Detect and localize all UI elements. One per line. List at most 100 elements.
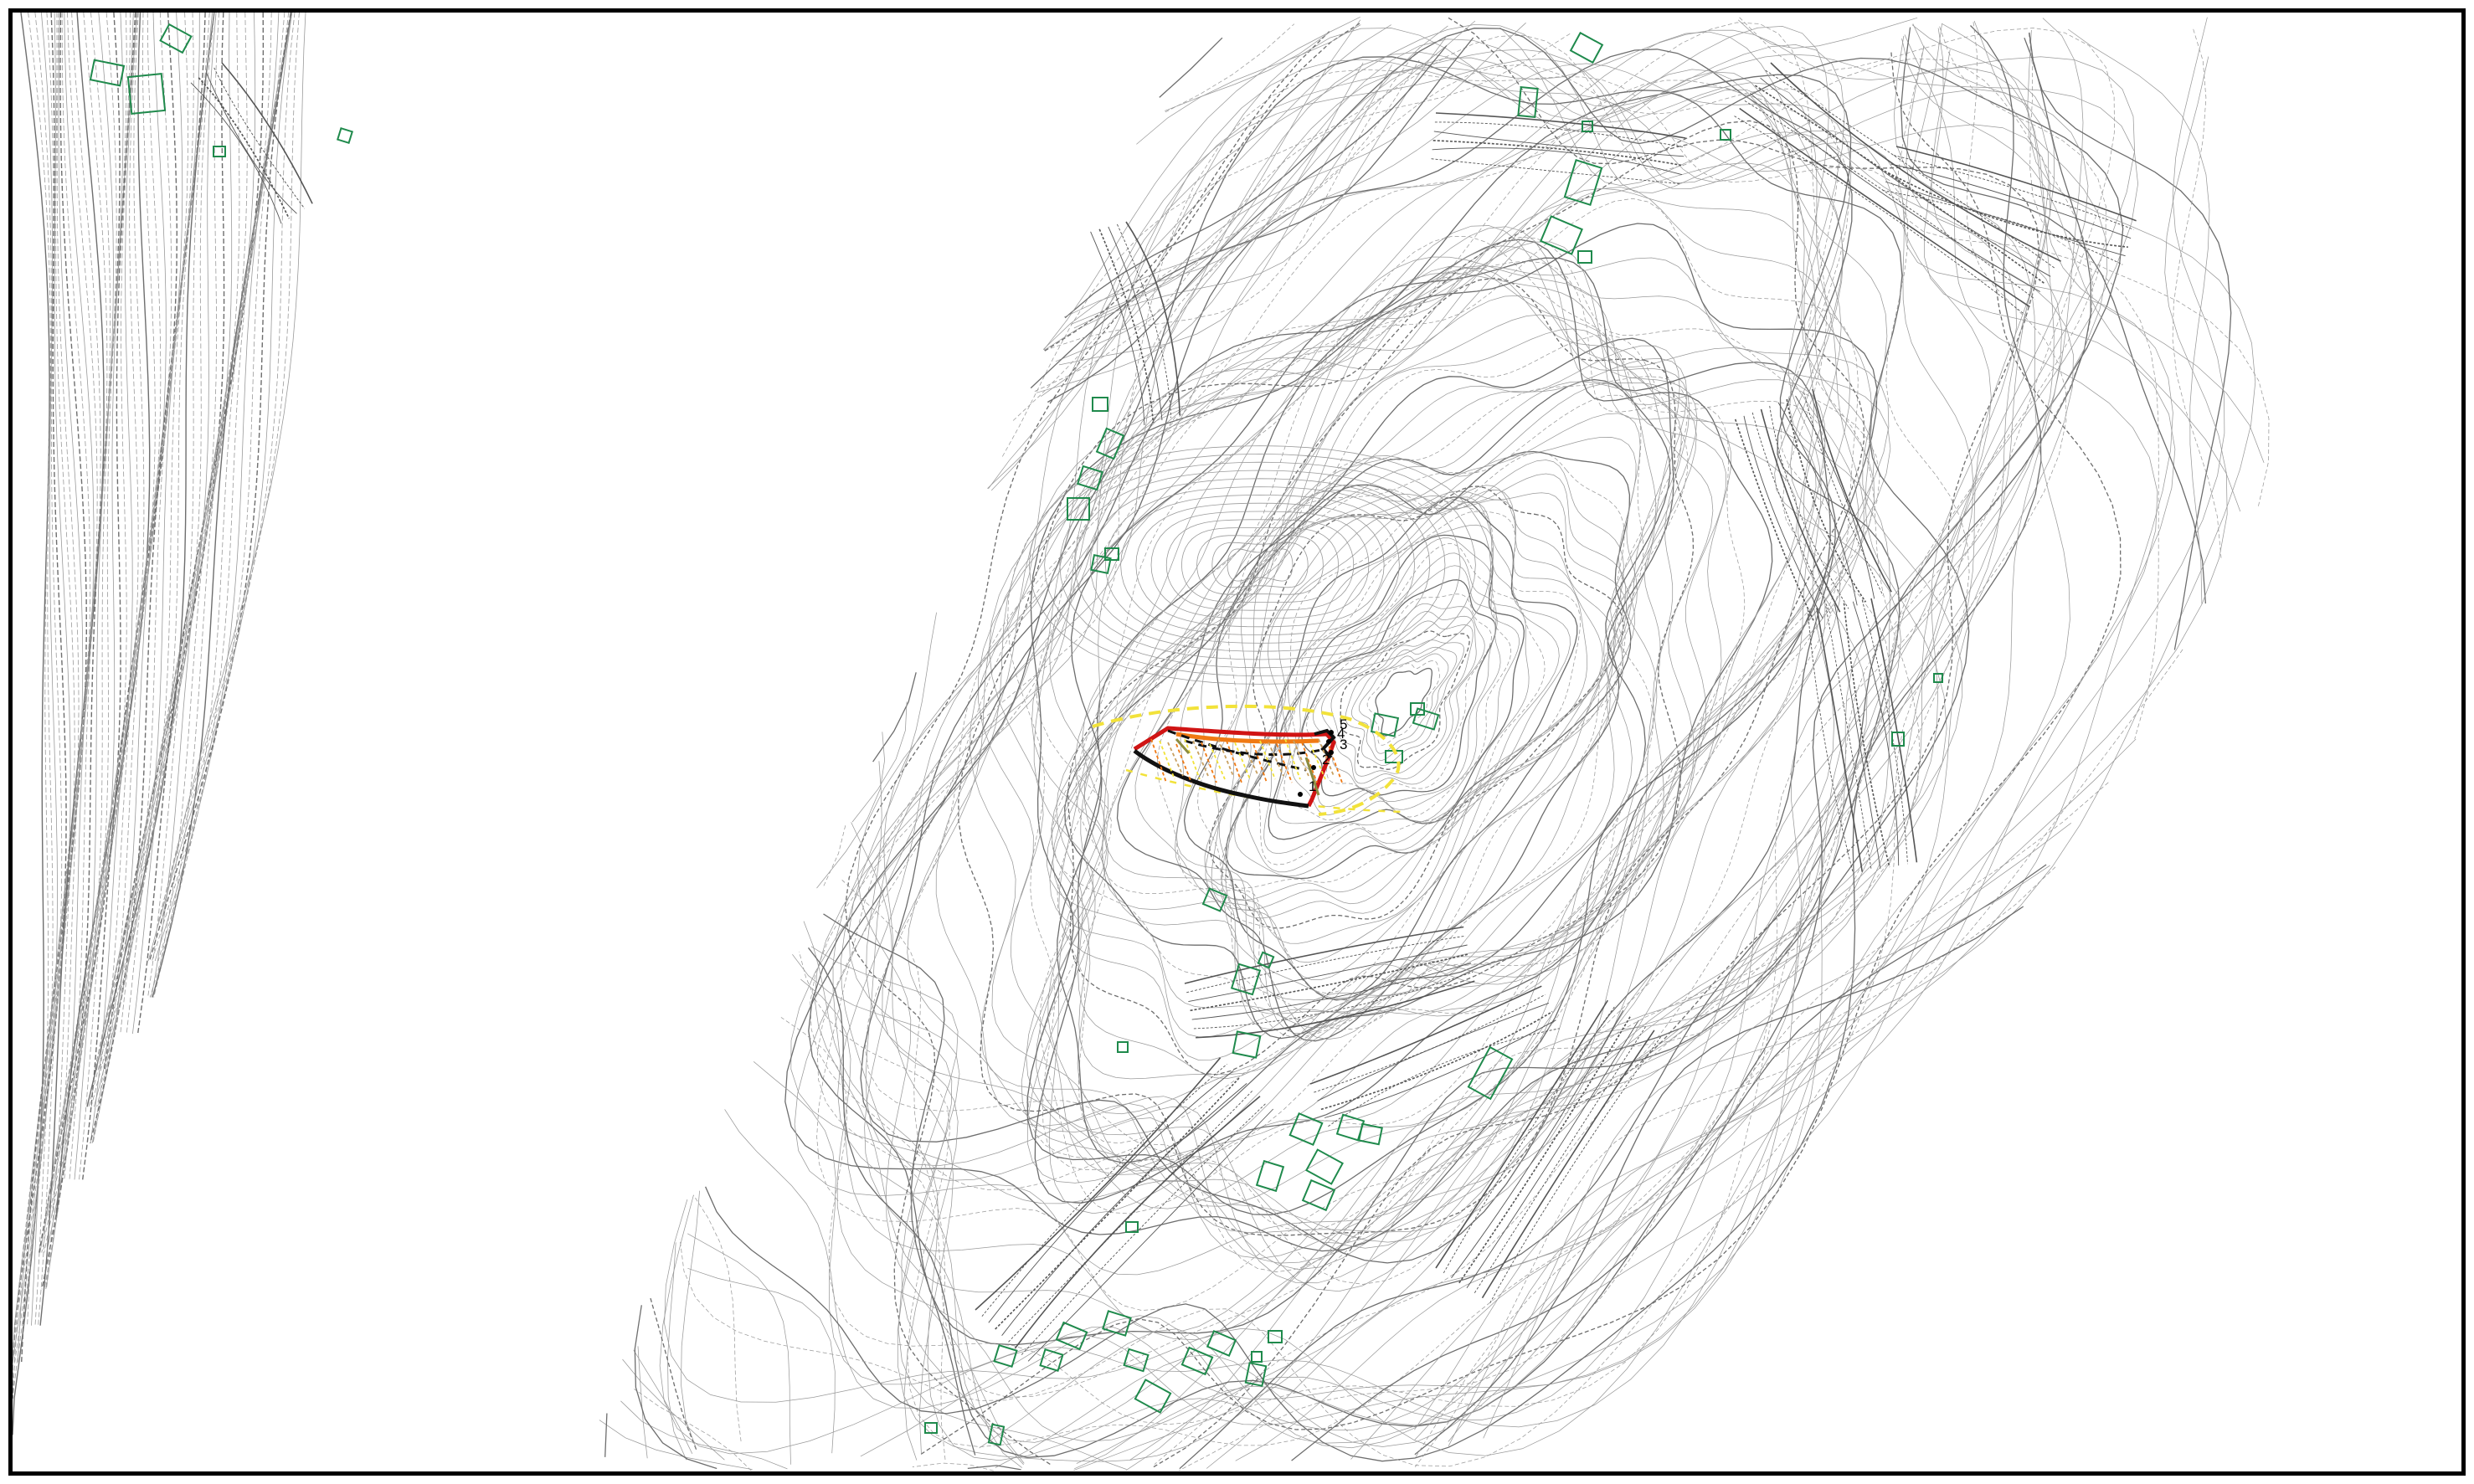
contour-line — [1340, 630, 1470, 770]
contour-line — [604, 27, 2207, 1471]
hatch-line — [1326, 740, 1343, 783]
contour-line — [1056, 268, 1714, 1079]
contour-line — [55, 13, 151, 1217]
contour-line — [1116, 378, 1671, 1042]
building-outline-icon — [1125, 1221, 1139, 1233]
contour-line — [1057, 239, 1773, 1164]
terrace-line — [1481, 1030, 1655, 1299]
terrace-line — [1458, 1014, 1632, 1284]
contour-line — [1375, 667, 1432, 737]
contour-line — [88, 13, 215, 1107]
survey-point-label: 5 — [1340, 716, 1347, 732]
hatch-line — [1226, 740, 1242, 783]
building-outline-icon — [1268, 1330, 1283, 1343]
contour-line — [1026, 245, 1891, 1209]
terrace-line — [1739, 107, 2030, 308]
contour-line — [132, 13, 256, 1035]
terrace-line — [1433, 131, 1684, 157]
terrace-line — [1014, 1096, 1261, 1349]
contour-line — [1021, 257, 1890, 1207]
hatch-line — [1304, 757, 1320, 796]
terrace-line — [1108, 226, 1163, 421]
terrace-line — [1186, 935, 1466, 994]
contour-line — [687, 56, 2228, 1465]
terrace-line — [1021, 1102, 1268, 1355]
building-outline-icon — [1540, 215, 1583, 255]
building-outline-icon — [159, 23, 193, 54]
contour-line — [799, 17, 2115, 1447]
building-outline-icon — [89, 59, 126, 87]
contour-line — [800, 20, 2108, 1442]
hatch-line — [1167, 742, 1184, 777]
contour-line — [13, 13, 80, 1363]
building-outline-icon — [1288, 1112, 1324, 1147]
building-outline-icon — [1301, 1178, 1336, 1212]
contour-line — [633, 23, 2265, 1454]
building-outline-icon — [1067, 497, 1090, 521]
contour-line — [692, 28, 2222, 1459]
terrace-line — [213, 67, 306, 209]
survey-point-label: 4 — [1337, 726, 1345, 742]
terrace-line — [1190, 953, 1469, 1012]
terrace-line — [1803, 392, 1884, 596]
contour-line — [816, 69, 1970, 1398]
contour-line — [48, 13, 139, 1217]
building-outline-icon — [1891, 732, 1905, 747]
contour-line — [157, 13, 296, 925]
contour-line — [1084, 345, 1680, 1030]
contour-line — [681, 28, 2210, 1450]
terrace-line — [1843, 603, 1890, 868]
contour-line — [1246, 501, 1560, 873]
contour-line — [94, 13, 215, 1071]
contour-line — [69, 13, 162, 1180]
contour-line — [882, 69, 1844, 1292]
survey-point-label: 3 — [1340, 737, 1347, 752]
contour-line — [599, 24, 2176, 1470]
contour-line — [1313, 603, 1485, 789]
contour-line — [45, 13, 137, 1217]
contour-line — [1047, 226, 1798, 1172]
contour-line — [803, 17, 2084, 1461]
contour-line — [86, 13, 215, 1107]
terrace-line — [206, 72, 297, 214]
contour-line — [1211, 460, 1624, 980]
terrace-line — [1754, 85, 2046, 285]
contour-line — [147, 13, 272, 998]
hatch-line — [1184, 738, 1201, 780]
contour-line — [1034, 257, 1831, 1204]
building-outline-icon — [993, 1343, 1018, 1368]
contour-line — [807, 37, 2091, 1458]
contour-line — [1076, 23, 2173, 1464]
building-outline-icon — [1077, 465, 1103, 491]
zone-red-boundary — [1133, 726, 1336, 808]
terrace-line — [988, 1070, 1234, 1323]
hatch-line — [1268, 742, 1284, 777]
contour-line — [1052, 334, 1689, 1038]
terrace-line — [1317, 1002, 1550, 1101]
hatch-line — [1175, 738, 1191, 754]
contour-line — [161, 13, 306, 925]
contour-line — [46, 13, 111, 1290]
contour-line — [1345, 639, 1464, 766]
contour-line — [13, 13, 50, 1435]
contour-lines — [13, 13, 2270, 1471]
contour-line — [1006, 198, 1859, 1231]
contour-line — [1026, 223, 1878, 1215]
survey-point-icon — [1298, 792, 1303, 797]
contour-line — [634, 32, 2232, 1470]
building-outline-icon — [1104, 547, 1119, 561]
contour-line — [13, 13, 54, 1399]
terrace-line — [1434, 121, 1685, 148]
contour-line — [637, 38, 2241, 1460]
hatch-line — [1301, 742, 1318, 783]
contour-line — [13, 13, 75, 1363]
building-outline-icon — [1244, 1362, 1268, 1387]
building-outline-icon — [1577, 250, 1592, 264]
contour-line — [1156, 394, 1644, 1019]
building-outline-icon — [1517, 85, 1539, 119]
terrace-line — [1320, 1010, 1553, 1111]
terrace-line — [1435, 999, 1608, 1269]
contour-line — [39, 13, 136, 1253]
building-outline-icon — [1092, 397, 1108, 412]
